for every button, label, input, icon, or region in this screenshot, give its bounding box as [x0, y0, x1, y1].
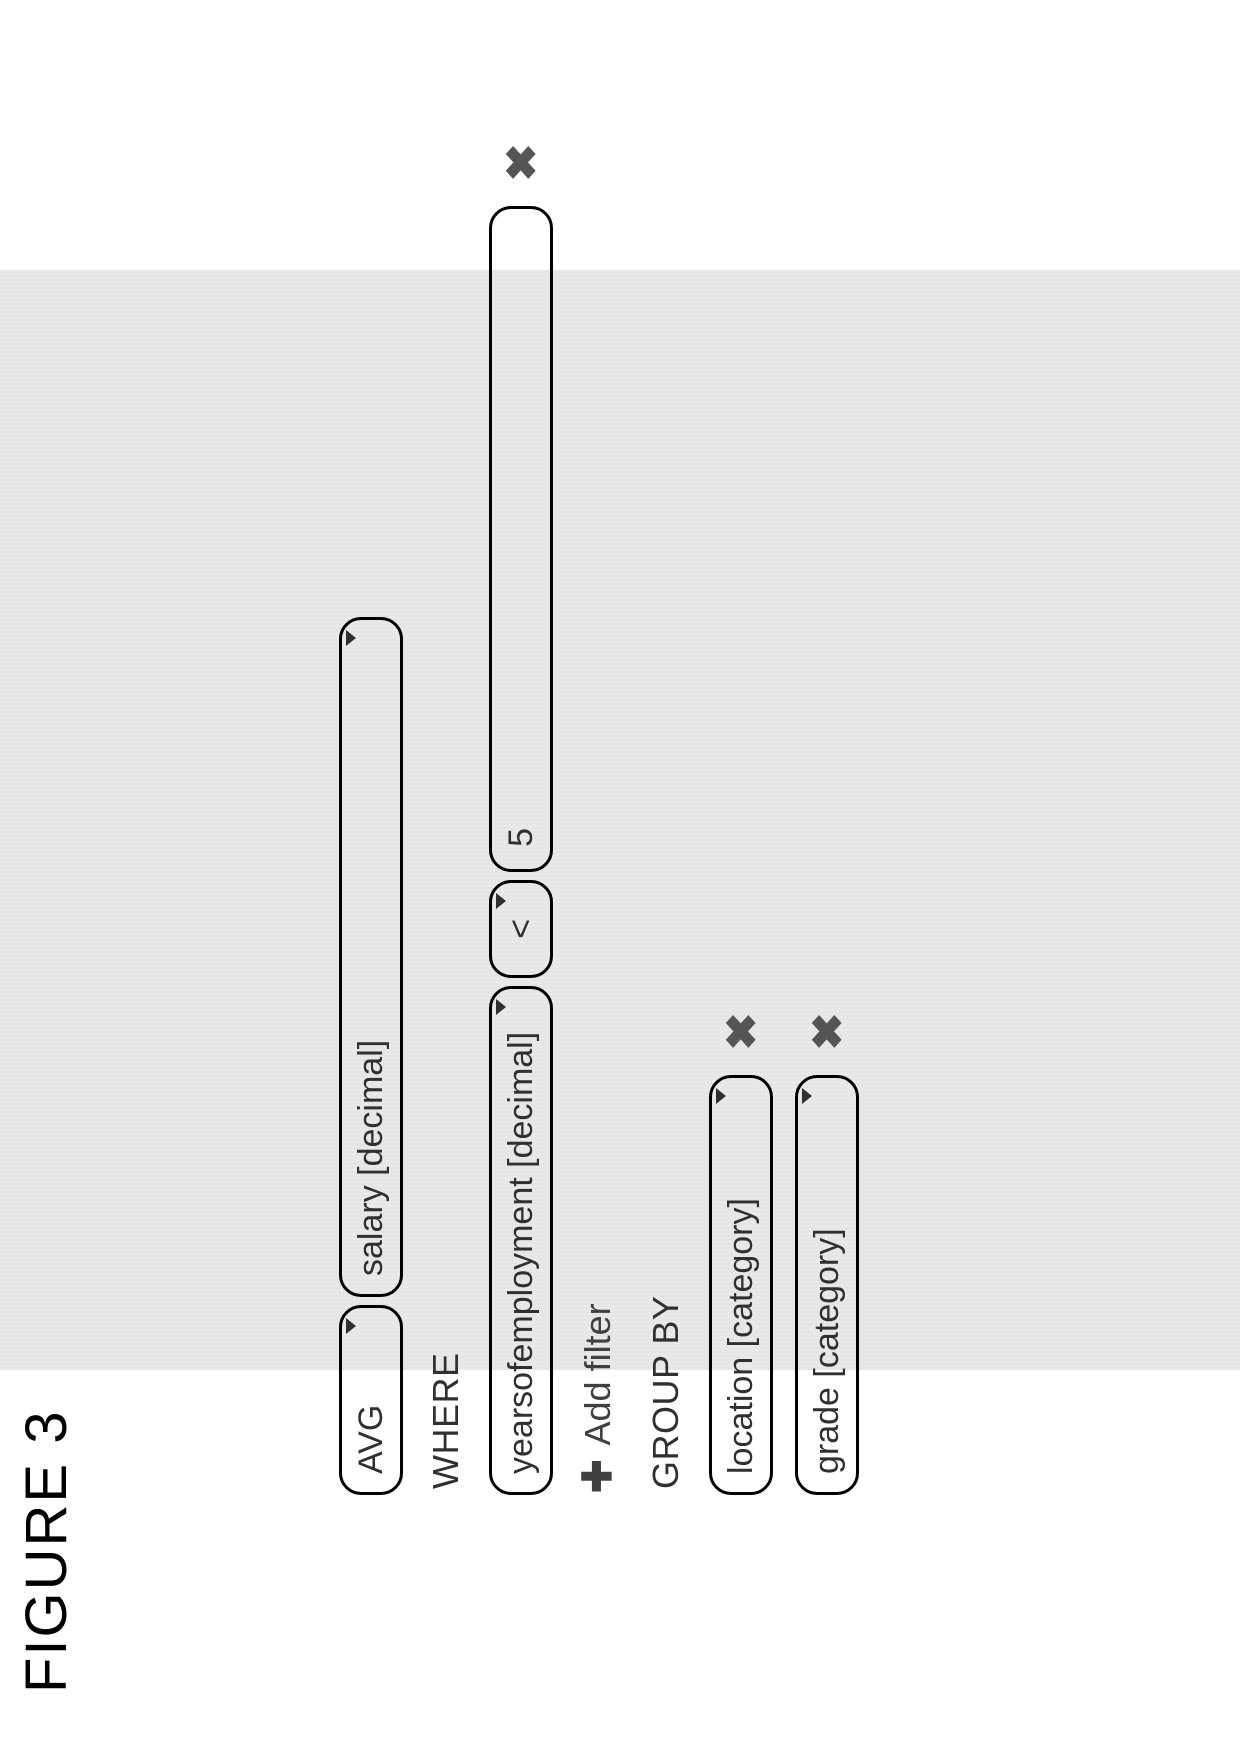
query-content: AVG salary [decimal] WHERE yearsofemploy… — [299, 95, 921, 1545]
filter-operator-label: < — [502, 919, 541, 939]
aggregate-function-label: AVG — [352, 1405, 391, 1474]
aggregate-column-label: salary [decimal] — [352, 1040, 391, 1276]
chevron-down-icon — [496, 999, 506, 1015]
groupby-column-select[interactable]: grade [category] — [795, 1075, 859, 1495]
groupby-section-label: GROUP BY — [645, 145, 687, 1489]
filter-operator-select[interactable]: < — [489, 880, 553, 978]
where-section-label: WHERE — [425, 145, 467, 1489]
groupby-column-label: location [category] — [722, 1198, 761, 1474]
groupby-column-select[interactable]: location [category] — [709, 1075, 773, 1495]
groupby-row-0: location [category] ✖ — [709, 145, 773, 1495]
groupby-column-label: grade [category] — [808, 1228, 847, 1474]
remove-groupby-icon[interactable]: ✖ — [717, 1012, 766, 1051]
filter-value-label: 5 — [502, 828, 541, 847]
aggregate-function-select[interactable]: AVG — [339, 1305, 403, 1495]
chevron-down-icon — [716, 1088, 726, 1104]
chevron-down-icon — [802, 1088, 812, 1104]
add-filter-button[interactable]: ✚ Add filter — [575, 145, 621, 1493]
filter-row: yearsofemployment [decimal] < 5 ✖ — [489, 145, 553, 1495]
aggregate-column-select[interactable]: salary [decimal] — [339, 617, 403, 1297]
plus-icon: ✚ — [575, 1459, 621, 1493]
add-filter-label: Add filter — [577, 1303, 619, 1445]
remove-groupby-icon[interactable]: ✖ — [803, 1012, 852, 1051]
aggregate-row: AVG salary [decimal] — [339, 145, 403, 1495]
filter-column-label: yearsofemployment [decimal] — [502, 1032, 541, 1474]
chevron-down-icon — [346, 630, 356, 646]
chevron-down-icon — [346, 1318, 356, 1334]
query-builder-panel: AVG salary [decimal] WHERE yearsofemploy… — [0, 270, 1240, 1370]
figure-caption: FIGURE 3 — [13, 1410, 80, 1694]
groupby-row-1: grade [category] ✖ — [795, 145, 859, 1495]
filter-value-input[interactable]: 5 — [489, 206, 553, 872]
chevron-down-icon — [496, 893, 506, 909]
remove-filter-icon[interactable]: ✖ — [497, 143, 546, 182]
filter-column-select[interactable]: yearsofemployment [decimal] — [489, 986, 553, 1495]
